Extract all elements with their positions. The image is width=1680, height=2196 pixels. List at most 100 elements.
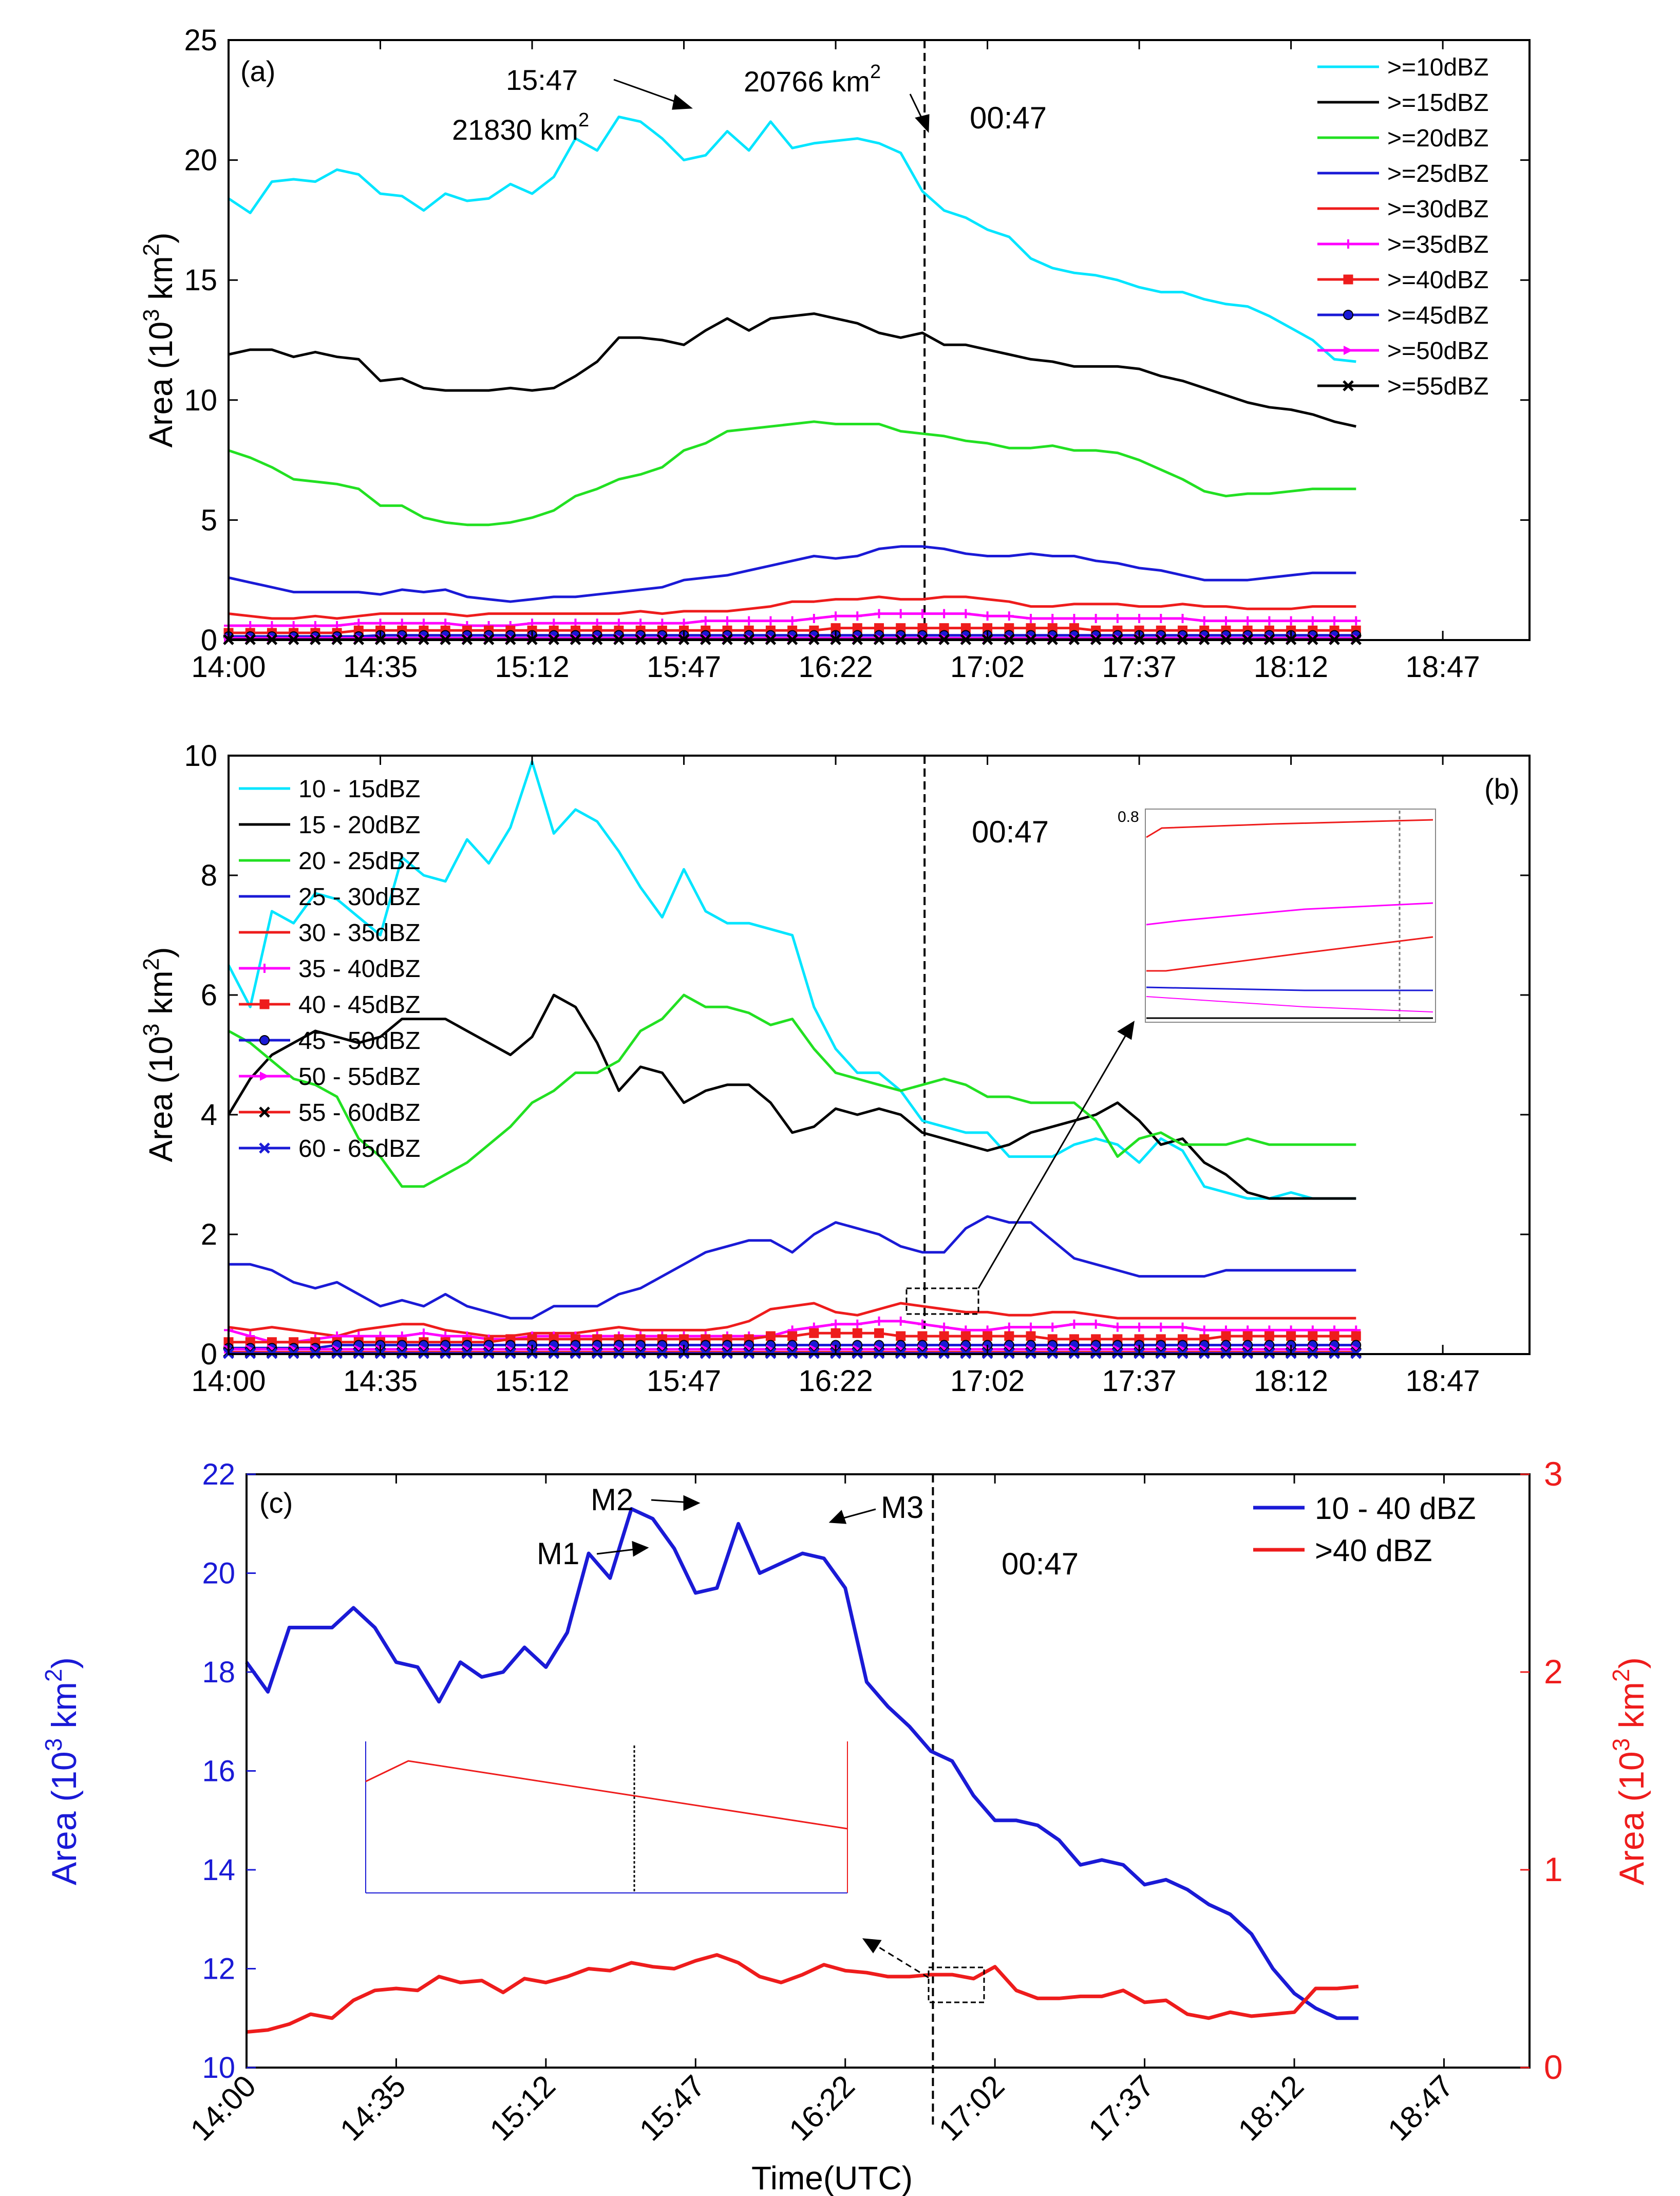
- legend-marker: [1343, 380, 1354, 391]
- y-tick-label: 2: [201, 1218, 217, 1251]
- legend-item: 10 - 15dBZ: [239, 776, 420, 803]
- legend-item: 30 - 35dBZ: [239, 919, 420, 947]
- x-tick-label: 15:12: [495, 1364, 569, 1398]
- y-tick-label: 8: [201, 859, 217, 892]
- legend-item: >=30dBZ: [1317, 196, 1488, 223]
- panel-b-legend: 10 - 15dBZ 15 - 20dBZ 20 - 25dBZ 25 - 30dBZ…: [239, 776, 420, 1162]
- x-tick-label: 17:02: [950, 650, 1025, 684]
- series-line: [227, 993, 1356, 1200]
- panel-a-ylabel: Area (103 km2): [139, 233, 179, 448]
- x-tick-label: 18:47: [1406, 650, 1480, 684]
- legend-item: 40 - 45dBZ: [239, 991, 420, 1019]
- series-point: [1004, 1322, 1014, 1332]
- series-point: [853, 1319, 862, 1329]
- series-point: [1351, 1331, 1361, 1341]
- series-point: [1286, 616, 1296, 626]
- panel-b-frame: [228, 755, 1531, 1355]
- series-point: [1091, 1319, 1101, 1329]
- panel-b-label: (b): [1484, 773, 1519, 805]
- series-point: [874, 609, 884, 618]
- legend-marker: [1343, 310, 1353, 320]
- legend-label: >=25dBZ: [1387, 160, 1488, 187]
- panel-c-vline-label: 00:47: [1002, 1547, 1079, 1581]
- panel-b-inset-frame: [1145, 809, 1436, 1023]
- series-point: [744, 616, 754, 626]
- panel-c-ylabel-left-tail: km: [45, 1682, 84, 1738]
- panel-a-ylabel-close: ): [142, 233, 179, 243]
- panel-b-inset: 0.8: [1118, 809, 1436, 1023]
- series-line: [228, 1302, 1356, 1338]
- panel-c-xlabel: Time(UTC): [751, 2160, 913, 2196]
- series-point: [1199, 616, 1209, 626]
- series-point: [983, 611, 992, 621]
- series-line: [228, 545, 1356, 603]
- series-line: [228, 420, 1356, 527]
- series-point: [1069, 1319, 1079, 1329]
- series-point: [1178, 1322, 1187, 1332]
- series-point: [874, 1316, 884, 1326]
- series-point: [787, 616, 797, 626]
- y-tick-label: 14: [202, 1853, 235, 1887]
- legend-item: 60 - 65dBZ: [239, 1135, 420, 1162]
- series-point: [1351, 616, 1361, 626]
- series-point: [1199, 1325, 1209, 1335]
- legend-label: 55 - 60dBZ: [298, 1099, 420, 1127]
- series-10-40-dbz: [245, 1507, 1358, 2020]
- series-point: [874, 1328, 884, 1338]
- x-tick-label: 16:22: [798, 650, 873, 684]
- series-point: [917, 1331, 928, 1341]
- legend-marker: [259, 1106, 270, 1118]
- legend-item: 50 - 55dBZ: [239, 1063, 420, 1091]
- series-point: [1112, 1322, 1122, 1332]
- legend-marker: [1344, 239, 1353, 249]
- panel-c-inset-red-line: [365, 1760, 848, 1830]
- legend-item: >=25dBZ: [1317, 160, 1488, 187]
- series-point: [917, 1319, 927, 1329]
- panel-c-ylabel-right-main: Area (10: [1612, 1751, 1651, 1885]
- series--40-dbz: [246, 1953, 1359, 2034]
- series-25-30dbz: [229, 1215, 1356, 1320]
- panel-a-vline-label: 00:47: [970, 101, 1047, 135]
- series-point: [852, 1328, 862, 1338]
- y-tick-label: 10: [202, 2051, 235, 2085]
- panel-b-vline-label: 00:47: [972, 815, 1049, 849]
- panel-b-inset-arrow: [977, 1021, 1135, 1289]
- panel-c-inset-arrow: [862, 1938, 929, 1979]
- panel-c-mark-arrows: [596, 1495, 876, 1557]
- panel-a-label: (a): [240, 55, 275, 87]
- series-point: [809, 613, 819, 623]
- panel-a-annotation-area2: 20766 km2: [744, 61, 881, 98]
- y-tick-label: 20: [202, 1557, 235, 1590]
- y-tick-label: 16: [202, 1755, 235, 1788]
- panel-a-ylabel-main: Area (10: [142, 322, 179, 447]
- series--20dbz: [228, 420, 1356, 527]
- series-point: [1026, 613, 1036, 623]
- series-point: [1026, 1331, 1036, 1341]
- series-point: [1048, 1322, 1058, 1332]
- series-point: [1178, 613, 1187, 623]
- y-tick-label: 4: [201, 1098, 217, 1132]
- y-tick-label: 25: [184, 24, 217, 57]
- x-tick-label: 16:22: [798, 1364, 873, 1398]
- series-line: [245, 1507, 1358, 2020]
- series-point: [1112, 613, 1122, 623]
- y-tick-label: 10: [184, 739, 217, 773]
- panel-b-ylabel: Area (103 km2): [139, 947, 179, 1162]
- series-point: [853, 611, 862, 621]
- x-tick-label: 18:12: [1254, 1364, 1328, 1398]
- legend-label: 45 - 50dBZ: [298, 1027, 420, 1055]
- series-point: [809, 1328, 819, 1338]
- series-point: [1135, 1322, 1144, 1332]
- legend-label: >=45dBZ: [1387, 302, 1488, 329]
- y-tick-right-label: 3: [1544, 1455, 1563, 1493]
- legend-item: 15 - 20dBZ: [239, 812, 420, 839]
- panel-a-frame: [228, 39, 1531, 641]
- series-point: [765, 1331, 776, 1341]
- series-30-35dbz: [228, 1302, 1356, 1338]
- series-line: [228, 993, 1356, 1188]
- panel-c-zoom-box: [928, 1966, 985, 2003]
- x-tick-label: 17:37: [1102, 650, 1177, 684]
- panel-c-label: (c): [259, 1487, 293, 1519]
- x-tick-label: 17:02: [950, 1364, 1025, 1398]
- x-tick-label: 15:47: [647, 650, 721, 684]
